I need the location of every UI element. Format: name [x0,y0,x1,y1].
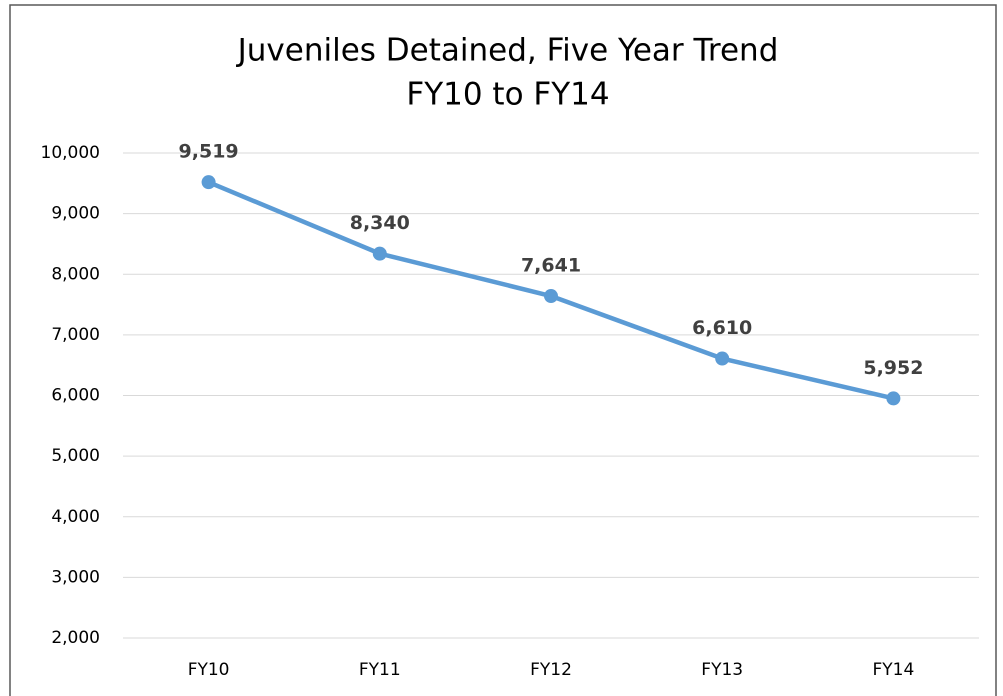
y-tick-label: 3,000 [51,567,100,587]
chart-frame [9,4,997,696]
y-tick-label: 7,000 [51,325,100,345]
data-point [544,289,558,304]
y-tick-label: 4,000 [51,507,100,527]
y-tick-label: 10,000 [41,143,100,163]
y-tick-label: 5,000 [51,446,100,466]
data-label: 7,641 [521,255,581,277]
chart-title: Juveniles Detained, Five Year Trend [236,33,779,69]
data-point [886,391,901,406]
data-label: 8,340 [350,212,410,234]
chart-title: FY10 to FY14 [406,77,609,113]
data-point [201,175,216,190]
y-tick-label: 9,000 [51,204,100,224]
x-tick-label: FY10 [188,660,230,680]
data-point [372,246,387,261]
y-tick-label: 2,000 [51,628,100,648]
data-label: 5,952 [863,357,923,379]
data-label: 9,519 [179,141,239,163]
data-point [715,351,730,366]
x-tick-label: FY11 [359,660,401,680]
y-tick-label: 8,000 [51,264,100,284]
data-label: 6,610 [692,317,752,339]
x-tick-label: FY12 [530,660,572,680]
x-tick-label: FY14 [873,660,915,680]
x-tick-label: FY13 [701,660,743,680]
y-tick-label: 6,000 [51,386,100,406]
